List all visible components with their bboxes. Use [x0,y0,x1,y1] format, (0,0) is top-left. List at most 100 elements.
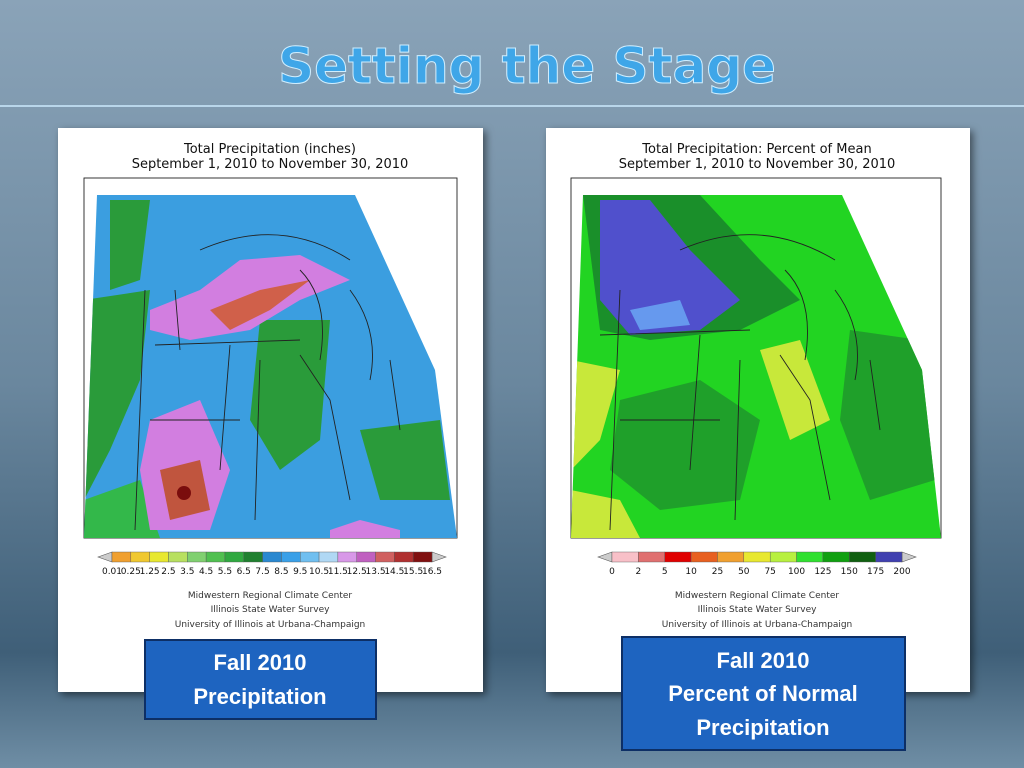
legend-label: 25 [712,567,723,577]
legend-label: 2.5 [161,567,175,577]
caption: Precipitation [193,684,326,709]
map-fill [571,360,620,470]
legend-label: 11.5 [328,567,348,577]
legend-swatch [168,551,188,563]
precip-map [84,195,457,538]
map-title: Total Precipitation (inches) [183,142,356,157]
legend-label: 8.5 [274,567,288,577]
legend-swatch [337,551,357,563]
credit: Illinois State Water Survey [211,605,331,615]
legend-label: 0 [609,567,615,577]
legend-swatch [243,551,263,563]
map-fill [760,340,830,440]
legend-label: 14.5 [384,567,404,577]
legend-label: 9.5 [293,567,307,577]
credit: University of Illinois at Urbana-Champai… [175,620,366,630]
legend-swatch [822,551,850,563]
state-lines [134,289,401,531]
legend-label: 0.25 [121,567,141,577]
legend-swatch [111,551,132,563]
legend-label: 0.01 [102,567,122,577]
map-subtitle: September 1, 2010 to November 30, 2010 [619,157,896,172]
slide-title: Setting the Stage [278,37,776,95]
caption: Percent of Normal [668,681,858,706]
legend-swatch [149,551,169,563]
legend-label: 150 [841,567,858,577]
map-fill [177,486,191,500]
legend-label: 1.25 [140,567,160,577]
legend-swatch [187,551,207,563]
legend-label: 15.5 [403,567,423,577]
map-fill [600,200,740,335]
legend-swatch [875,551,903,563]
legend-swatch [375,551,395,563]
legend-swatch [262,551,282,563]
legend-swatch [638,551,665,563]
legend-swatch [796,551,824,563]
legend-label: 10 [685,567,697,577]
map-fill [110,200,150,290]
caption: Fall 2010 [717,648,810,673]
legend-label: 100 [788,567,805,577]
credit: Midwestern Regional Climate Center [675,591,840,601]
legend-swatch [717,551,745,563]
legend-label: 5.5 [218,567,232,577]
legend-label: 200 [893,567,910,577]
credit: Midwestern Regional Climate Center [188,591,353,601]
legend-label: 10.5 [309,567,329,577]
legend-label: 6.5 [237,567,251,577]
legend-swatch [664,551,692,563]
legend-label: 13.5 [366,567,386,577]
legend-swatch [318,551,339,563]
map-fill [630,300,690,330]
map-fill [210,280,310,330]
legend-swatch [394,551,414,563]
legend-label: 16.5 [422,567,442,577]
legend-swatch [130,551,150,563]
legend-label: 7.5 [255,567,269,577]
map-fill [571,490,640,538]
map-fill [330,520,400,538]
legend-label: 175 [867,567,884,577]
credit: Illinois State Water Survey [698,605,818,615]
map-fill [84,480,160,538]
caption-box [144,639,377,720]
legend-label: 125 [814,567,831,577]
map-fill [84,290,150,500]
legend-label: 12.5 [347,567,367,577]
legend-swatch [412,551,433,563]
caption: Precipitation [696,715,829,740]
legend-swatch [300,551,320,563]
legend-swatch [281,551,301,563]
legend-label: 2 [635,567,641,577]
legend-label: 50 [738,567,750,577]
lake-outlines [199,234,373,381]
legend-swatch [356,551,376,563]
legend-swatch [224,551,244,563]
legend-swatch [611,551,639,563]
caption-box [621,636,906,751]
map-title: Total Precipitation: Percent of Mean [641,142,871,157]
legend-swatch [690,551,718,563]
lake-outlines [679,234,858,381]
map-fill [360,420,450,500]
credit: University of Illinois at Urbana-Champai… [662,620,853,630]
legend-swatch [849,551,876,563]
map-subtitle: September 1, 2010 to November 30, 2010 [132,157,409,172]
caption: Fall 2010 [214,650,307,675]
legend-label: 75 [764,567,775,577]
legend-swatch [769,551,797,563]
legend-label: 4.5 [199,567,213,577]
legend-label: 3.5 [180,567,194,577]
map-fill [250,320,330,470]
legend-swatch [205,551,226,563]
map-fill [610,380,760,510]
legend: 0 2 5 10 25 50 75 100 125 150 175 200 [597,551,917,577]
state-lines [599,289,881,531]
map-fill [840,330,935,500]
legend-swatch [743,551,771,563]
legend-label: 5 [662,567,668,577]
legend: 0.010.251.25 2.5 3.5 4.5 5.5 6.5 7.5 8.5 9.5 10.5… [97,551,447,577]
